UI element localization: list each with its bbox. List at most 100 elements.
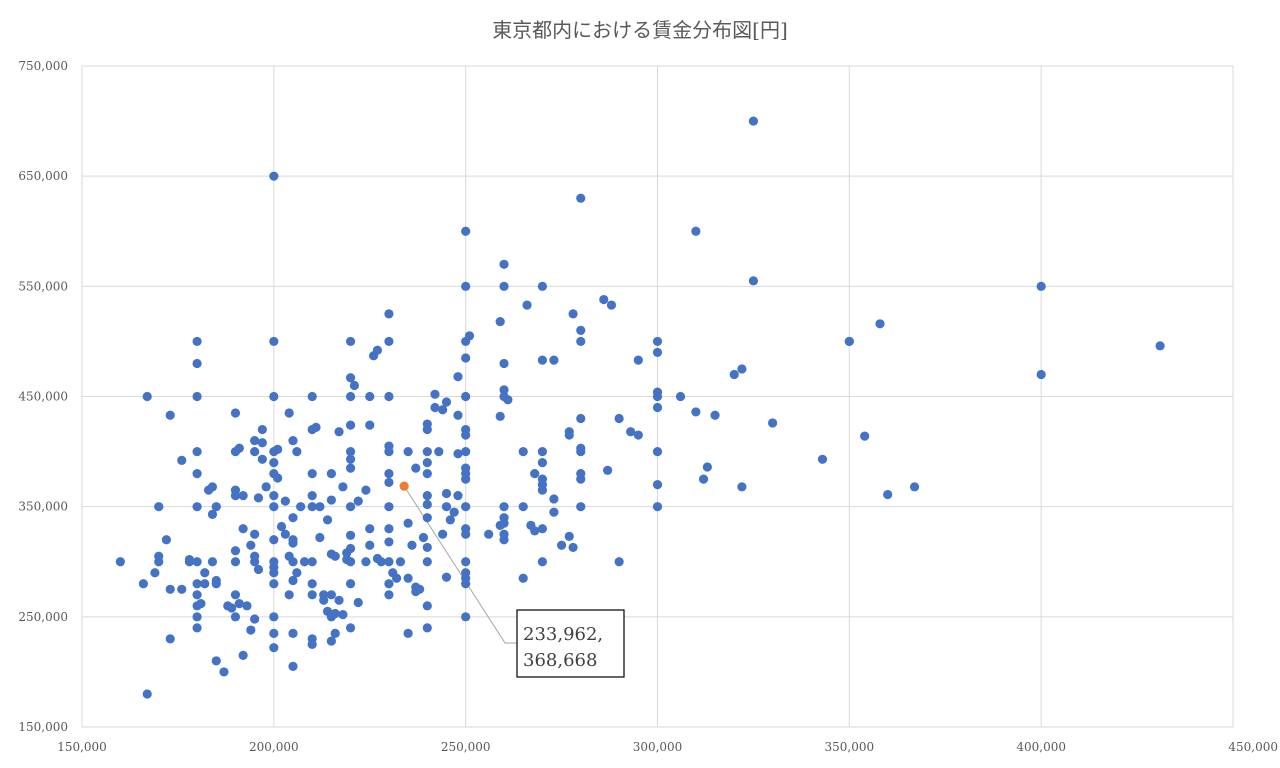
data-point — [345, 391, 356, 402]
data-point — [434, 446, 444, 457]
data-point — [464, 331, 475, 341]
data-point — [652, 347, 663, 358]
data-point — [338, 610, 348, 620]
highlighted-data-point — [399, 481, 409, 491]
y-tick-label: 250,000 — [18, 610, 68, 624]
data-point — [253, 493, 264, 503]
data-point — [422, 491, 432, 501]
data-point — [269, 612, 279, 622]
data-point — [296, 502, 306, 512]
data-point — [737, 482, 747, 492]
data-point — [449, 507, 459, 517]
data-point — [461, 226, 471, 236]
data-point — [422, 499, 432, 510]
data-point — [345, 420, 356, 430]
data-point — [411, 463, 421, 473]
data-point — [269, 491, 279, 501]
data-point — [537, 281, 548, 291]
data-point — [230, 546, 241, 556]
data-point — [522, 300, 532, 310]
data-point — [484, 529, 494, 539]
data-point — [154, 502, 164, 512]
data-point — [207, 557, 218, 567]
data-point — [269, 535, 279, 545]
data-point — [537, 524, 548, 534]
callout-leader — [403, 485, 517, 644]
data-point — [365, 391, 375, 402]
data-point — [269, 336, 279, 347]
x-tick-label: 200,000 — [249, 740, 299, 754]
data-point — [384, 502, 394, 512]
data-point — [192, 391, 202, 402]
data-point — [276, 521, 287, 532]
data-point — [211, 656, 221, 666]
data-point — [365, 540, 375, 550]
data-point — [345, 463, 356, 473]
data-point — [438, 529, 448, 539]
data-point — [422, 446, 432, 457]
data-point — [384, 391, 394, 402]
data-point — [273, 444, 283, 454]
data-point — [564, 531, 574, 542]
data-point — [361, 557, 371, 567]
data-point — [875, 319, 885, 329]
data-point — [415, 584, 425, 594]
data-point — [280, 529, 290, 539]
data-point — [250, 557, 260, 567]
data-point — [564, 430, 574, 440]
data-point — [288, 513, 298, 523]
data-point — [315, 532, 325, 543]
data-point — [530, 526, 540, 536]
data-point — [652, 336, 663, 347]
data-point — [860, 431, 870, 441]
data-point — [284, 408, 294, 418]
data-point — [211, 579, 221, 589]
data-point — [503, 395, 513, 405]
data-point — [768, 418, 778, 428]
data-point — [330, 551, 340, 561]
data-point — [495, 316, 505, 327]
data-point — [365, 420, 375, 430]
data-point — [207, 509, 218, 519]
data-point — [311, 422, 321, 432]
data-point — [384, 477, 394, 488]
data-points — [115, 116, 1165, 699]
data-point — [154, 557, 164, 567]
chart-title: 東京都内における賃金分布図[円] — [492, 18, 788, 42]
data-point — [192, 469, 202, 479]
data-point — [165, 584, 175, 594]
data-point — [322, 515, 333, 525]
data-point — [115, 557, 125, 567]
data-point — [422, 623, 432, 633]
data-point — [292, 568, 302, 578]
data-point — [345, 557, 356, 567]
data-point — [307, 502, 317, 512]
data-point — [384, 590, 394, 600]
data-point — [246, 625, 256, 635]
data-point — [499, 385, 509, 395]
data-point — [403, 628, 413, 638]
data-point — [292, 446, 302, 457]
data-point — [138, 579, 148, 589]
data-point — [537, 485, 548, 495]
data-point — [537, 458, 548, 468]
data-point — [422, 513, 432, 523]
y-tick-label: 350,000 — [18, 500, 68, 514]
data-point — [269, 502, 279, 512]
data-point — [250, 435, 260, 446]
y-tick-label: 750,000 — [18, 59, 68, 73]
data-point — [345, 502, 356, 512]
data-point — [1155, 341, 1165, 351]
data-point — [518, 502, 528, 512]
data-point — [441, 572, 452, 582]
data-point — [269, 579, 279, 589]
data-point — [269, 568, 279, 578]
data-point — [207, 482, 218, 492]
data-point — [361, 485, 371, 495]
y-axis-ticks: 150,000 250,000 350,000 450,000 550,000 650,0… — [18, 59, 68, 734]
y-tick-label: 650,000 — [18, 169, 68, 183]
data-point — [403, 518, 413, 528]
data-point — [407, 540, 417, 550]
data-point — [576, 325, 586, 335]
data-point — [844, 336, 854, 347]
